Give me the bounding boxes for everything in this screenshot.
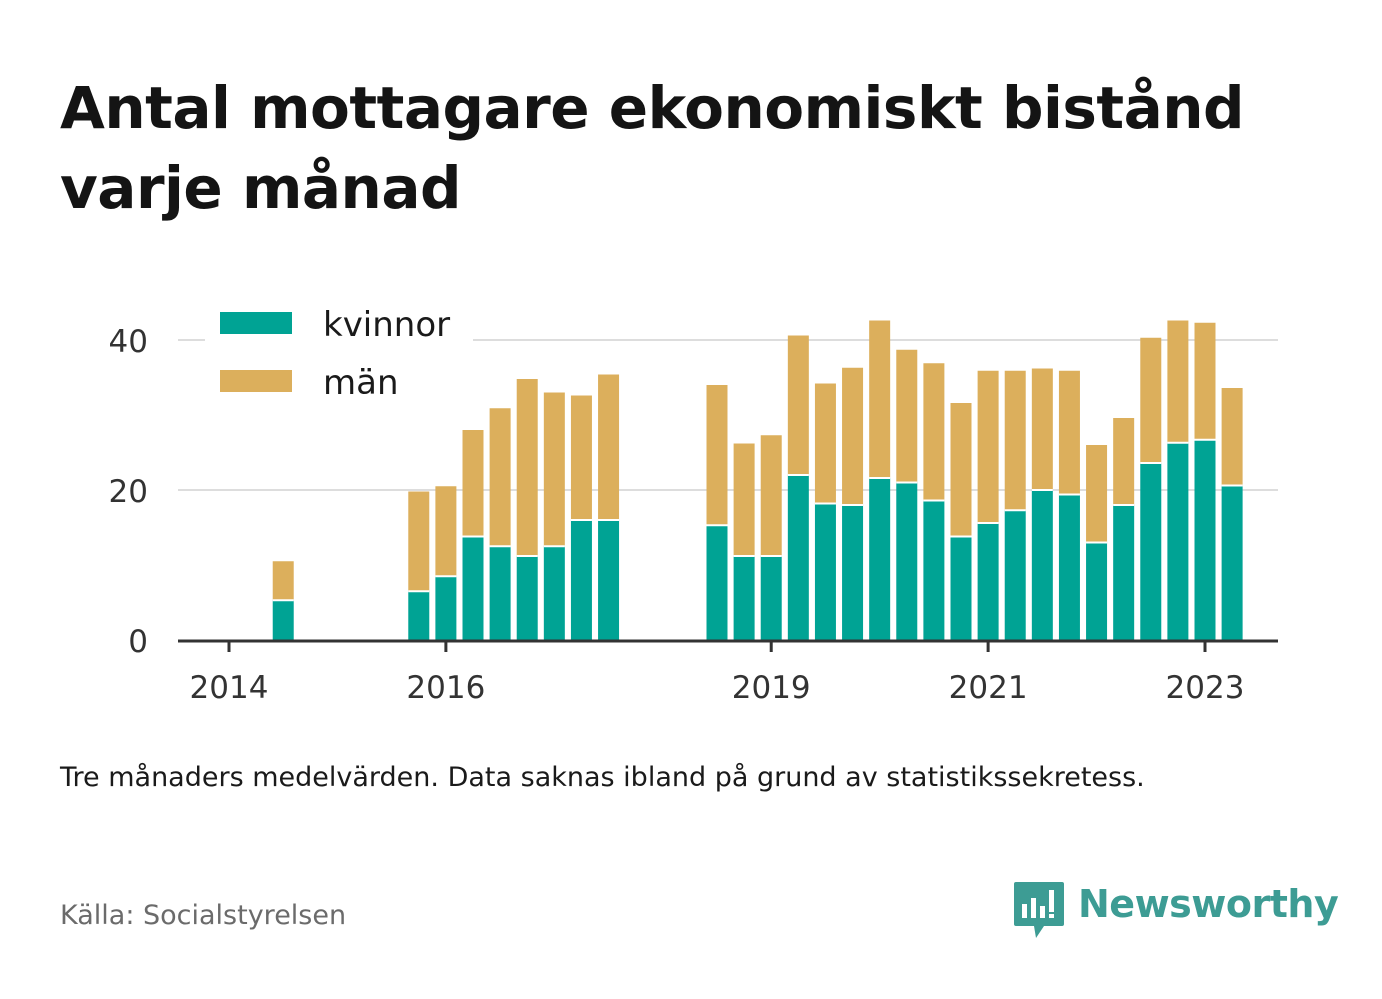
source-note: Källa: Socialstyrelsen (60, 900, 347, 931)
bar-man (570, 395, 592, 520)
bar-kvinnor (787, 475, 809, 640)
bar-man (706, 385, 728, 526)
bar-man (760, 435, 782, 556)
bar-man (1140, 337, 1162, 463)
legend-swatch-kvinnor (220, 312, 292, 334)
bar-man (977, 370, 999, 523)
bar-kvinnor (977, 523, 999, 640)
y-tick-label: 20 (109, 474, 148, 510)
bar-kvinnor (408, 591, 430, 640)
bar-man (408, 491, 430, 592)
bar-kvinnor (1221, 485, 1243, 640)
bar-kvinnor (706, 525, 728, 640)
bar-man (1113, 418, 1135, 505)
legend-label: män (323, 363, 399, 403)
y-tick-label: 0 (128, 624, 148, 660)
bar-kvinnor (272, 600, 294, 640)
bar-man (489, 408, 511, 547)
bar-kvinnor (814, 503, 836, 640)
bar-man (923, 363, 945, 501)
bar-kvinnor (1194, 439, 1216, 640)
bar-man (516, 379, 538, 556)
legend-label: kvinnor (323, 305, 450, 345)
bar-man (896, 349, 918, 483)
bar-kvinnor (950, 536, 972, 640)
chart-subtitle: Tre månaders medelvärden. Data saknas ib… (60, 762, 1145, 793)
x-tick-label: 2021 (949, 670, 1028, 706)
brand-name: Newsworthy (1078, 882, 1339, 926)
bar-man (1086, 445, 1108, 543)
brand-logo: Newsworthy (1012, 880, 1339, 940)
legend-swatch-man (220, 370, 292, 392)
bar-man (869, 320, 891, 478)
bar-man (598, 374, 620, 520)
bar-man (1004, 370, 1026, 511)
x-tick-label: 2016 (406, 670, 485, 706)
bar-man (435, 486, 457, 577)
bar-man (1194, 322, 1216, 440)
bar-man (543, 392, 565, 547)
bar-kvinnor (516, 556, 538, 640)
bar-kvinnor (1004, 510, 1026, 640)
bar-kvinnor (1113, 505, 1135, 640)
x-tick-label: 2014 (190, 670, 269, 706)
bar-man (1221, 388, 1243, 486)
bar-man (272, 561, 294, 601)
bar-kvinnor (1086, 542, 1108, 640)
bar-chart-speech-bubble-icon (1014, 882, 1064, 938)
x-tick-label: 2023 (1166, 670, 1245, 706)
bar-man (1031, 368, 1053, 490)
bar-kvinnor (1167, 442, 1189, 640)
bar-kvinnor (733, 556, 755, 640)
bar-kvinnor (760, 556, 782, 640)
x-tick-label: 2019 (732, 670, 811, 706)
bar-kvinnor (570, 520, 592, 640)
bar-kvinnor (1058, 494, 1080, 640)
bar-man (787, 335, 809, 475)
bars (272, 320, 1243, 640)
bar-kvinnor (462, 536, 484, 640)
bar-man (842, 367, 864, 505)
y-tick-label: 40 (109, 324, 148, 360)
legend: kvinnor män (205, 305, 473, 414)
bar-man (1058, 370, 1080, 495)
bar-kvinnor (1140, 463, 1162, 640)
bar-kvinnor (598, 520, 620, 640)
bar-kvinnor (869, 478, 891, 640)
axes: 0 20 40 2014 2016 2019 2021 2023 (109, 324, 1278, 706)
bar-kvinnor (842, 505, 864, 640)
bar-man (950, 403, 972, 537)
chart-title: Antal mottagare ekonomiskt bistånd varje… (60, 74, 1245, 222)
bar-kvinnor (489, 546, 511, 640)
bar-man (814, 383, 836, 504)
bar-kvinnor (435, 576, 457, 640)
bar-kvinnor (923, 500, 945, 640)
bar-kvinnor (543, 546, 565, 640)
bar-man (1167, 320, 1189, 443)
bar-man (733, 443, 755, 556)
bar-kvinnor (1031, 490, 1053, 640)
bar-kvinnor (896, 482, 918, 640)
bar-man (462, 430, 484, 537)
